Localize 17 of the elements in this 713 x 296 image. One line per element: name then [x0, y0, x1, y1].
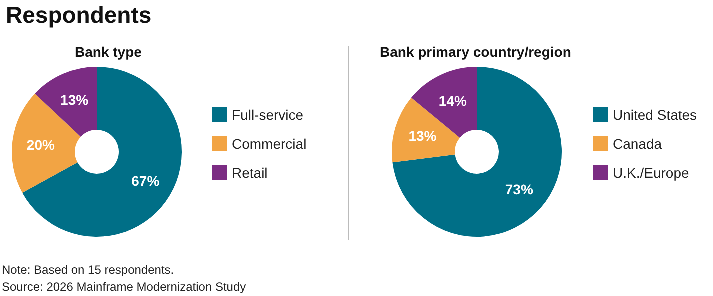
data-label: 67% — [132, 172, 160, 189]
data-label: 73% — [505, 181, 534, 198]
chart-subtitle: Bank type — [75, 44, 142, 60]
chart-title: Respondents — [6, 2, 152, 29]
legend-label: Commercial — [232, 136, 307, 152]
data-label: 20% — [26, 136, 56, 153]
data-label: 13% — [60, 92, 90, 108]
legend-label: U.K./Europe — [613, 165, 690, 181]
chart-title: Bank primary country/region — [380, 44, 572, 60]
data-label: 13% — [408, 128, 438, 144]
legend-label: Full-service — [232, 107, 304, 123]
legend-label: United States — [613, 107, 698, 123]
source-note: Source: 2026 Mainframe Modernization Study — [2, 279, 246, 296]
legend-label: Retail — [232, 165, 268, 181]
data-label: 14% — [438, 92, 468, 109]
text: Note: Based on 15 respondents. — [2, 262, 176, 279]
legend-label: Canada — [613, 136, 662, 152]
